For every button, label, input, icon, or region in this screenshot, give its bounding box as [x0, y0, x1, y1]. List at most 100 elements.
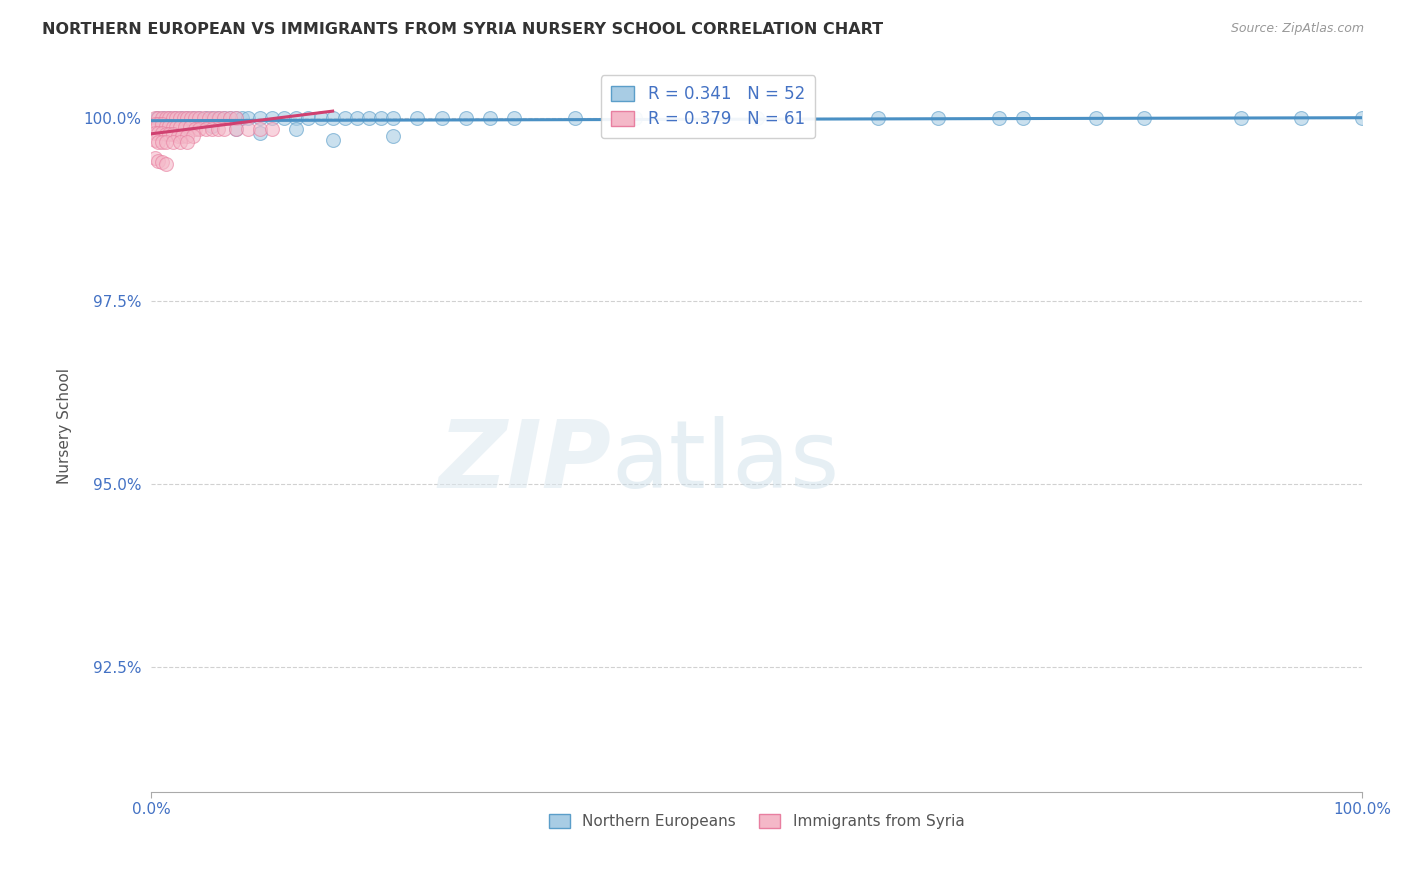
Point: [150, 155, 173, 169]
Point: [262, 111, 284, 125]
Point: [1351, 111, 1374, 125]
Point: [148, 126, 170, 140]
Point: [165, 111, 187, 125]
Point: [249, 122, 271, 136]
Point: [430, 111, 453, 125]
Point: [188, 111, 211, 125]
Point: [148, 135, 170, 149]
Point: [194, 122, 217, 136]
Point: [225, 111, 247, 125]
Point: [166, 129, 188, 144]
Point: [370, 111, 392, 125]
Point: [866, 111, 889, 125]
Point: [236, 122, 259, 136]
Point: [157, 128, 180, 142]
Point: [172, 129, 194, 144]
Point: [624, 111, 647, 125]
Point: [155, 135, 177, 149]
Point: [1291, 111, 1313, 125]
Point: [236, 111, 259, 125]
Point: [1084, 111, 1107, 125]
Text: NORTHERN EUROPEAN VS IMMIGRANTS FROM SYRIA NURSERY SCHOOL CORRELATION CHART: NORTHERN EUROPEAN VS IMMIGRANTS FROM SYR…: [42, 22, 883, 37]
Point: [148, 117, 170, 131]
Point: [231, 111, 253, 125]
Point: [212, 122, 235, 136]
Point: [143, 111, 166, 125]
Point: [200, 111, 222, 125]
Legend: Northern Europeans, Immigrants from Syria: Northern Europeans, Immigrants from Syri…: [543, 808, 970, 836]
Point: [208, 111, 231, 125]
Point: [165, 111, 187, 125]
Point: [148, 153, 170, 168]
Point: [162, 135, 184, 149]
Point: [745, 111, 768, 125]
Point: [150, 117, 173, 131]
Point: [262, 122, 284, 136]
Point: [200, 119, 222, 133]
Text: Source: ZipAtlas.com: Source: ZipAtlas.com: [1230, 22, 1364, 36]
Point: [150, 135, 173, 149]
Point: [183, 122, 205, 136]
Point: [927, 111, 949, 125]
Point: [285, 122, 308, 136]
Point: [143, 126, 166, 140]
Point: [322, 111, 344, 125]
Point: [162, 111, 184, 125]
Point: [479, 111, 502, 125]
Point: [169, 135, 191, 149]
Point: [198, 111, 221, 125]
Point: [150, 111, 173, 125]
Point: [188, 111, 211, 125]
Point: [193, 111, 215, 125]
Point: [309, 111, 332, 125]
Point: [249, 111, 271, 125]
Point: [157, 111, 180, 125]
Point: [148, 111, 170, 125]
Point: [162, 128, 184, 142]
Point: [155, 111, 177, 125]
Point: [382, 111, 405, 125]
Point: [152, 111, 174, 125]
Text: atlas: atlas: [612, 417, 839, 508]
Point: [174, 120, 197, 134]
Point: [382, 129, 405, 144]
Point: [157, 119, 180, 133]
Point: [183, 111, 205, 125]
Point: [218, 111, 240, 125]
Point: [273, 111, 295, 125]
Point: [194, 111, 217, 125]
Point: [202, 111, 225, 125]
Point: [173, 111, 195, 125]
Point: [155, 119, 177, 133]
Point: [176, 111, 198, 125]
Point: [176, 135, 198, 149]
Point: [183, 129, 205, 144]
Point: [179, 120, 201, 134]
Point: [150, 126, 173, 140]
Point: [188, 122, 211, 136]
Point: [176, 129, 198, 144]
Point: [176, 111, 198, 125]
Point: [503, 111, 526, 125]
Point: [180, 111, 202, 125]
Point: [207, 122, 229, 136]
Point: [170, 111, 193, 125]
Point: [1012, 111, 1035, 125]
Point: [297, 111, 319, 125]
Text: ZIP: ZIP: [439, 417, 612, 508]
Point: [200, 122, 222, 136]
Point: [183, 111, 205, 125]
Point: [212, 111, 235, 125]
Point: [225, 111, 247, 125]
Point: [155, 128, 177, 142]
Point: [146, 111, 169, 125]
Point: [157, 111, 180, 125]
Point: [165, 120, 187, 134]
Point: [1133, 111, 1156, 125]
Point: [454, 111, 477, 125]
Point: [333, 111, 356, 125]
Point: [218, 111, 240, 125]
Point: [346, 111, 368, 125]
Point: [564, 111, 586, 125]
Point: [143, 117, 166, 131]
